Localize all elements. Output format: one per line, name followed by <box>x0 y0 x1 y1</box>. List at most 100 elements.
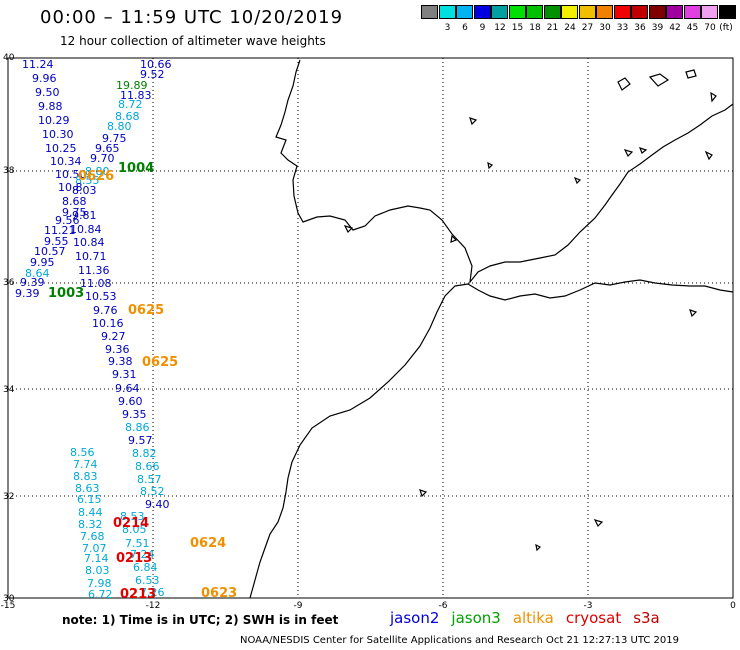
graticule <box>8 58 733 598</box>
longitude-label: -15 <box>0 601 16 611</box>
legend-label: 27 <box>581 23 594 33</box>
wave-height-value: 9.57 <box>128 434 153 447</box>
wave-height-value: 8.83 <box>73 470 98 483</box>
wave-height-value: 9.60 <box>118 395 143 408</box>
latitude-label: 34 <box>3 385 15 395</box>
wave-height-value: 9.40 <box>145 498 170 511</box>
pass-time-label: 0213 <box>116 551 153 566</box>
wave-height-value: 10.34 <box>50 155 82 168</box>
wave-height-value: 10.57 <box>34 245 66 258</box>
wave-height-value: 9.52 <box>140 68 165 81</box>
latitude-label: 32 <box>3 492 15 502</box>
wave-height-value: 10.50 <box>55 168 87 181</box>
legend-swatch <box>631 5 648 19</box>
legend-swatch <box>718 5 736 19</box>
map-title: 00:00 – 11:59 UTC 10/20/2019 <box>40 7 344 28</box>
wave-height-value: 7.68 <box>80 530 105 543</box>
legend-label: 6 <box>462 23 468 33</box>
legend-label: 21 <box>546 23 559 33</box>
legend-label: 24 <box>564 23 576 33</box>
wave-height-value: 9.39 <box>20 276 45 289</box>
wave-height-value: 8.53 <box>120 510 145 523</box>
wave-height-value: 8.03 <box>72 184 97 197</box>
wave-height-value: 9.31 <box>112 368 137 381</box>
wave-height-value: 8.72 <box>118 98 143 111</box>
legend-unit: (ft) <box>719 23 733 33</box>
pass-time-label: 0213 <box>120 587 157 602</box>
legend-swatch <box>648 5 666 19</box>
pass-time-label: 0625 <box>128 303 165 318</box>
wave-height-value: 8.64 <box>25 267 50 280</box>
wave-height-value: 8.57 <box>137 473 162 486</box>
wave-height-value: 9.56 <box>55 214 80 227</box>
wave-height-value: 9.76 <box>93 304 118 317</box>
map-subtitle: 12 hour collection of altimeter wave hei… <box>60 34 326 48</box>
legend-label: 30 <box>599 23 611 33</box>
wave-height-value: 9.75 <box>102 132 127 145</box>
wave-height-value: 8.80 <box>85 165 110 178</box>
wave-height-value: 9.95 <box>30 256 55 269</box>
pass-time-label: 0623 <box>201 586 238 601</box>
wave-height-value: 9.65 <box>95 142 120 155</box>
wave-height-value: 8.55 <box>75 174 100 187</box>
legend-swatch <box>596 5 613 19</box>
wave-height-value: 11.83 <box>120 89 152 102</box>
wave-height-value: 9.55 <box>44 235 69 248</box>
map-frame <box>7 57 734 599</box>
units-note: note: 1) Time is in UTC; 2) SWH is in fe… <box>62 613 339 627</box>
wave-height-value: 9.75 <box>62 206 87 219</box>
wave-height-value: 8.80 <box>107 120 132 133</box>
wave-height-value: 6.72 <box>88 588 113 601</box>
wave-height-value: 10.84 <box>70 223 102 236</box>
legend-swatch <box>526 5 543 19</box>
satellite-legend: jason2 jason3 altika cryosat s3a <box>390 609 672 627</box>
pass-time-label: 0626 <box>78 169 115 184</box>
wave-height-value: 9.88 <box>38 100 63 113</box>
wave-height-value: 10.8 <box>58 181 83 194</box>
legend-label: 3 <box>444 23 451 33</box>
pass-time-label: 0625 <box>142 355 179 370</box>
wave-height-value: 8.63 <box>75 482 100 495</box>
legend-label: 18 <box>529 23 541 33</box>
longitude-label: 0 <box>730 601 736 611</box>
legend-swatch <box>543 5 561 19</box>
wave-height-value: 7.74 <box>73 458 98 471</box>
wave-height-value: 11.24 <box>22 58 54 71</box>
wave-height-value: 9.36 <box>105 343 130 356</box>
legend-label: 42 <box>669 23 681 33</box>
wave-height-value: 7.14 <box>84 552 109 565</box>
wave-height-value: 7.24 <box>130 548 155 561</box>
longitude-label: -9 <box>293 601 303 611</box>
wave-height-value: 9.70 <box>90 152 115 165</box>
pass-time-label: 0624 <box>190 536 227 551</box>
legend-swatch <box>508 5 526 19</box>
wave-height-value: 7.51 <box>125 537 150 550</box>
wave-height-value: 9.35 <box>122 408 147 421</box>
latitude-label: 40 <box>3 53 15 63</box>
pass-time-label: 1003 <box>48 286 85 301</box>
pass-time-label: 0214 <box>113 516 150 531</box>
legend-label: 15 <box>511 23 524 33</box>
satellite-name: jason2 <box>390 609 440 627</box>
legend-swatch <box>491 5 508 19</box>
wave-height-value: 8.52 <box>140 485 165 498</box>
wave-height-value: 9.64 <box>115 382 140 395</box>
footer-credit: NOAA/NESDIS Center for Satellite Applica… <box>240 635 679 646</box>
wave-height-value: 10.25 <box>45 142 77 155</box>
satellite-name: jason3 <box>451 609 501 627</box>
legend-label: 36 <box>634 23 646 33</box>
wave-height-value: 10.84 <box>73 236 105 249</box>
legend-swatch <box>666 5 683 19</box>
legend-swatch <box>438 5 456 19</box>
wave-height-value: 6.84 <box>133 561 158 574</box>
legend-swatch <box>561 5 578 19</box>
latitude-label: 36 <box>3 278 15 288</box>
wave-height-value: 11.36 <box>78 264 110 277</box>
wave-height-value: 8.82 <box>132 447 157 460</box>
legend-label: 12 <box>494 23 506 33</box>
wave-height-value: 10.71 <box>75 250 107 263</box>
wave-height-value: 19.89 <box>116 79 148 92</box>
legend-swatch <box>456 5 473 19</box>
wave-height-value: 11.08 <box>80 277 112 290</box>
